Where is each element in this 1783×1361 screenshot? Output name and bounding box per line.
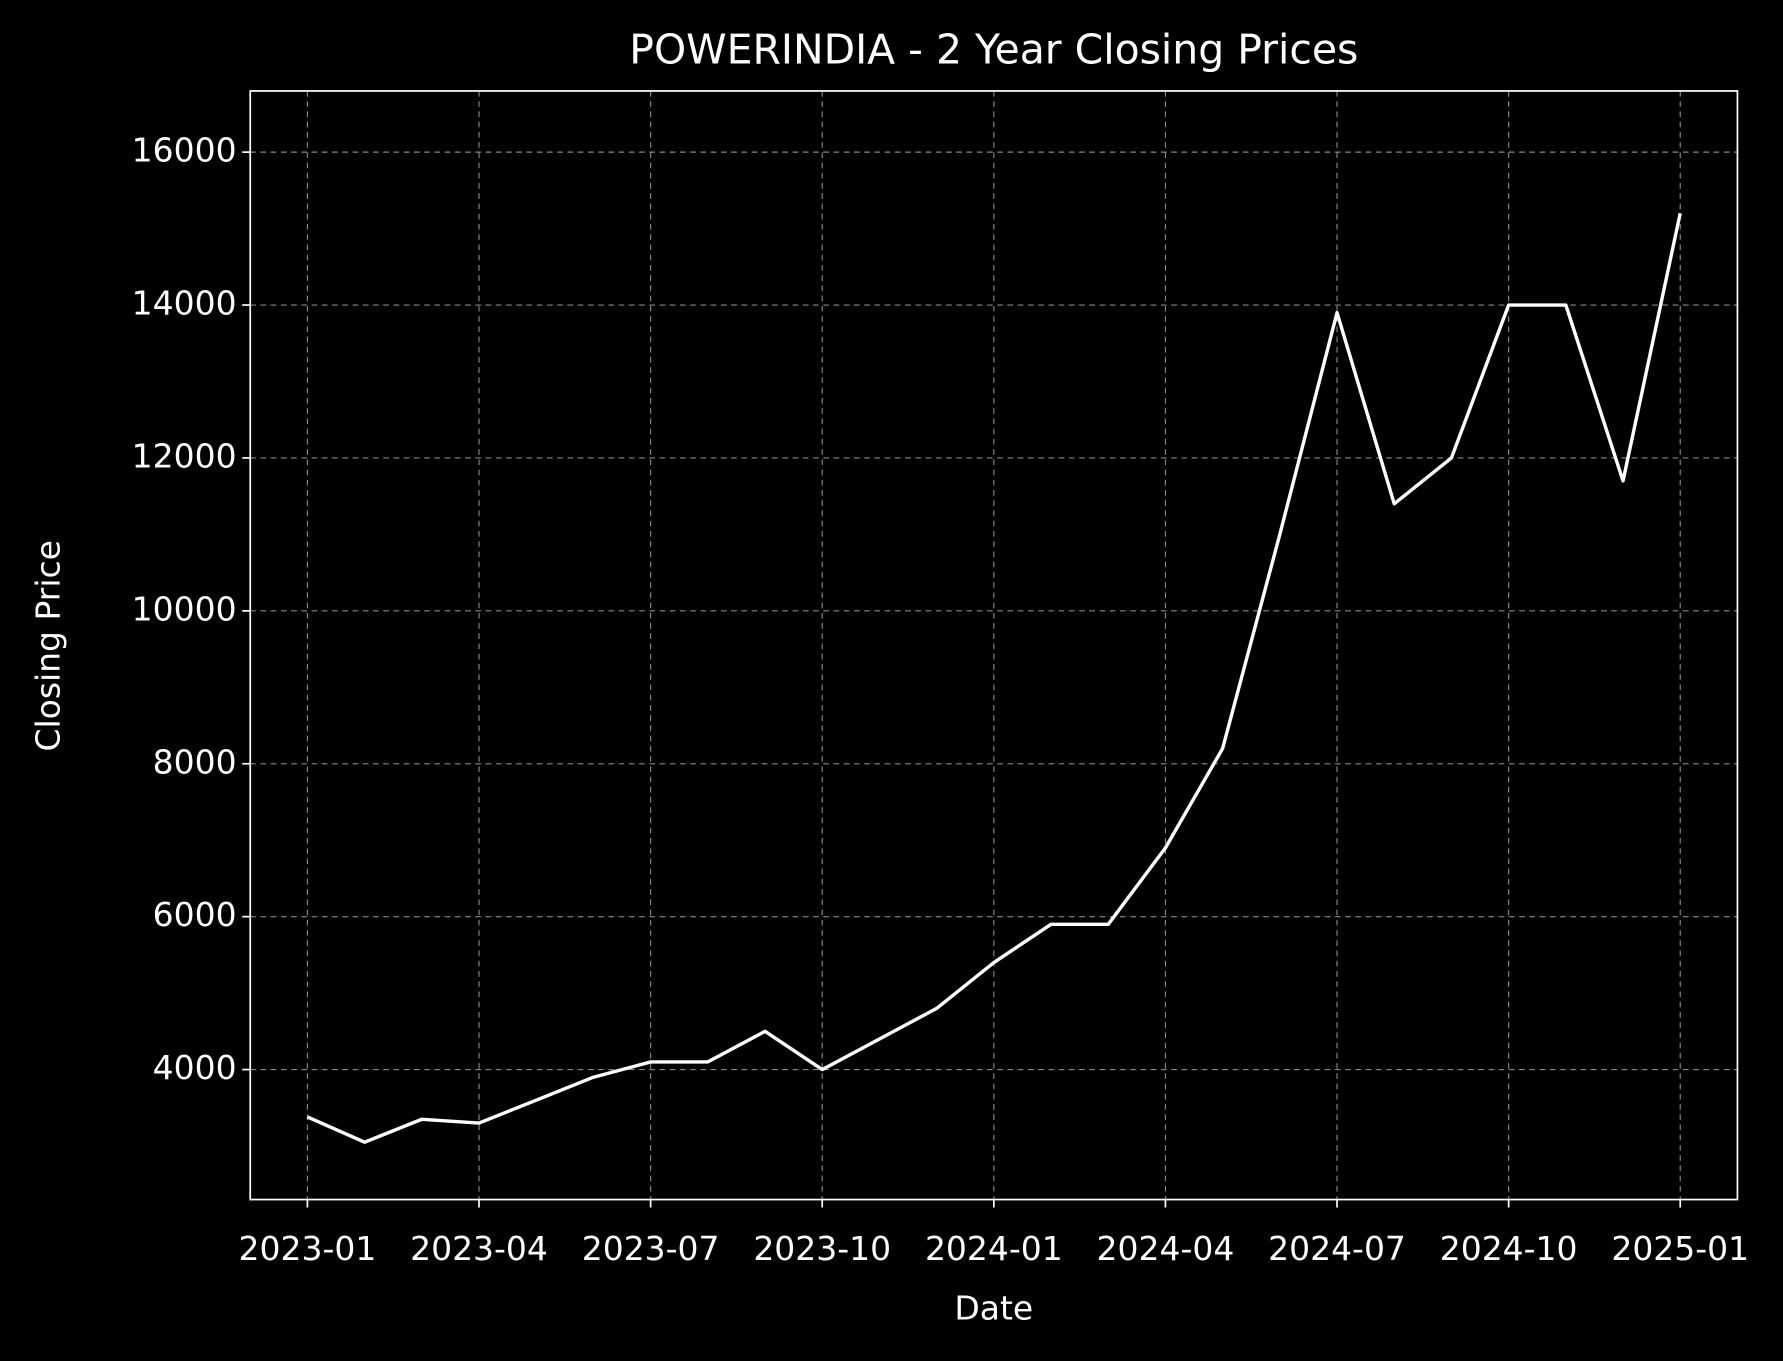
x-tick-label: 2023-10 <box>753 1229 891 1268</box>
x-tick-label: 2024-04 <box>1097 1229 1235 1268</box>
x-axis-label: Date <box>954 1288 1033 1327</box>
y-tick-label: 4000 <box>153 1048 237 1087</box>
y-tick-label: 6000 <box>153 895 237 934</box>
price-line <box>306 212 1682 1144</box>
x-tick-label: 2024-07 <box>1268 1229 1406 1268</box>
x-tick-label: 2023-04 <box>410 1229 548 1268</box>
x-tick-label: 2023-07 <box>582 1229 720 1268</box>
plot-frame <box>249 90 1739 1201</box>
x-tick-label: 2024-10 <box>1440 1229 1578 1268</box>
y-tick-label: 10000 <box>132 589 237 628</box>
x-tick-label: 2023-01 <box>239 1229 377 1268</box>
y-axis-label: Closing Price <box>29 540 68 751</box>
chart-title: POWERINDIA - 2 Year Closing Prices <box>629 25 1358 73</box>
y-tick-label: 12000 <box>132 436 237 475</box>
y-tick-label: 14000 <box>132 284 237 323</box>
y-tick-label: 16000 <box>132 131 237 170</box>
y-tick-label: 8000 <box>153 742 237 781</box>
x-tick-label: 2025-01 <box>1611 1229 1749 1268</box>
x-tick-label: 2024-01 <box>925 1229 1063 1268</box>
